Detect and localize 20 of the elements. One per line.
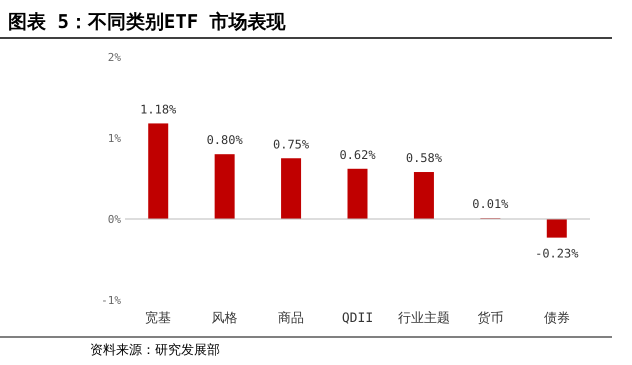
data-label: 0.01%: [472, 197, 510, 212]
y-tick-label: -1%: [101, 294, 122, 307]
data-label: 0.80%: [206, 133, 244, 148]
y-tick-label: 1%: [108, 132, 122, 145]
y-tick-label: 2%: [108, 51, 122, 64]
x-tick-label: QDII: [342, 311, 374, 326]
data-label: 0.75%: [273, 137, 310, 152]
data-label: 0.58%: [406, 151, 443, 166]
y-tick-label: 0%: [108, 213, 122, 226]
x-tick-label: 行业主题: [398, 310, 450, 326]
data-label: -0.23%: [535, 246, 580, 261]
data-label: 0.62%: [339, 148, 376, 162]
title: 图表 5：不同类别ETF 市场表现: [8, 11, 286, 33]
x-tick-label: 风格: [212, 311, 238, 326]
x-tick-label: 宽基: [145, 310, 172, 326]
text: 资料来源：研究发展部: [90, 343, 220, 358]
x-tick-label: 货币: [477, 311, 504, 326]
x-tick-label: 商品: [278, 311, 304, 326]
x-tick-label: 债券: [544, 311, 570, 326]
data-label: 1.18%: [140, 102, 178, 116]
